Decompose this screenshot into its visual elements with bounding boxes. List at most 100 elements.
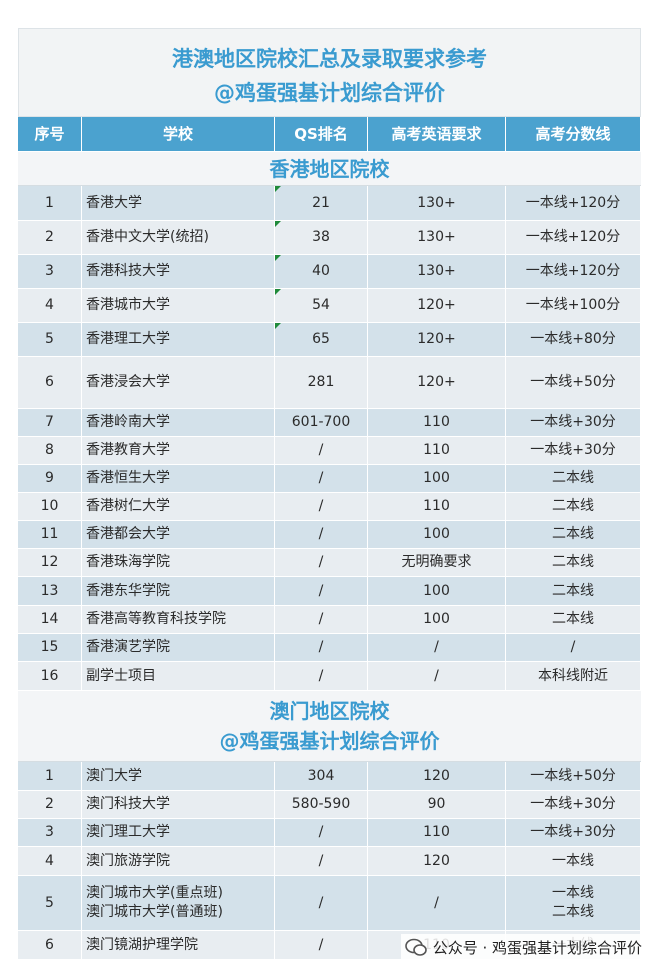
score-line-cell: 二本线 [506, 521, 641, 549]
score-line-cell: 一本线+80分 [506, 323, 641, 357]
english-req-cell: 130+ [368, 221, 506, 255]
school: 澳门城市大学(普通班) [86, 904, 223, 920]
qs-rank-cell: / [275, 577, 368, 606]
school: 香港教育大学 [86, 442, 170, 458]
english-req: 120+ [417, 374, 456, 390]
school-cell: 香港大学 [82, 186, 275, 221]
qs-rank: / [318, 470, 324, 486]
index-cell: 16 [18, 662, 82, 691]
english-req: 130+ [417, 194, 456, 211]
qs-rank: / [318, 554, 324, 570]
score-line-cell: 一本线+30分 [506, 791, 641, 819]
comment-marker [275, 255, 281, 261]
english-req: 120 [423, 852, 450, 869]
header-cell: 高考分数线 [506, 117, 641, 152]
score-line: 一本线+50分 [530, 767, 616, 784]
wechat-icon [404, 938, 427, 956]
index-cell: 1 [18, 762, 82, 791]
score-line: 二本线 [552, 554, 594, 570]
index-cell: 4 [18, 289, 82, 323]
school: 香港城市大学 [86, 297, 170, 313]
qs-rank-cell: 40 [275, 255, 368, 289]
school-cell: 澳门旅游学院 [82, 847, 275, 876]
english-req-cell: / [368, 662, 506, 691]
english-req: 130+ [417, 263, 456, 279]
index-cell: 4 [18, 847, 82, 876]
school-cell: 香港高等教育科技学院 [82, 606, 275, 634]
english-req-cell: 130+ [368, 255, 506, 289]
qs-rank-cell: / [275, 606, 368, 634]
score-line-cell: 二本线 [506, 465, 641, 493]
english-req: 110 [423, 824, 450, 840]
qs-rank-cell: / [275, 847, 368, 876]
school-cell: 副学士项目 [82, 662, 275, 691]
qs-rank: / [318, 852, 324, 869]
qs-rank: 580-590 [291, 796, 351, 812]
english-req-cell: / [368, 634, 506, 662]
header-text: QS排名 [294, 124, 348, 143]
index-cell: 5 [18, 323, 82, 357]
english-req: 100 [423, 611, 450, 627]
qs-rank-cell: / [275, 819, 368, 847]
index: 8 [45, 442, 54, 458]
index: 1 [45, 767, 54, 784]
score-line: 一本线+120分 [525, 229, 621, 245]
qs-rank-cell: 601-700 [275, 409, 368, 437]
school-cell: 香港树仁大学 [82, 493, 275, 521]
school-cell: 香港都会大学 [82, 521, 275, 549]
index: 13 [40, 582, 59, 599]
score-line-cell: 一本线+50分 [506, 762, 641, 791]
school: 香港珠海学院 [86, 554, 170, 570]
school-cell: 香港理工大学 [82, 323, 275, 357]
school: 香港树仁大学 [86, 498, 170, 514]
english-req-cell: 110 [368, 493, 506, 521]
watermark-text: 公众号 · 鸡蛋强基计划综合评价 [432, 938, 642, 957]
score-line: 一本线+120分 [525, 263, 621, 279]
school-cell: 香港浸会大学 [82, 357, 275, 409]
index: 6 [45, 936, 54, 953]
qs-rank-cell: 304 [275, 762, 368, 791]
index-cell: 9 [18, 465, 82, 493]
section-title: @鸡蛋强基计划综合评价 [219, 729, 440, 753]
section-header: 香港地区院校 [18, 152, 641, 186]
qs-rank: / [318, 639, 324, 655]
english-req-cell: 110 [368, 819, 506, 847]
qs-rank-cell: 21 [275, 186, 368, 221]
english-req: 110 [423, 414, 450, 430]
school: 澳门大学 [86, 767, 142, 784]
qs-rank-cell: 54 [275, 289, 368, 323]
school-cell: 香港东华学院 [82, 577, 275, 606]
score-line-cell: 一本线+120分 [506, 255, 641, 289]
school: 澳门科技大学 [86, 796, 170, 812]
watermark: 公众号 · 鸡蛋强基计划综合评价 [400, 934, 646, 960]
score-line: 二本线 [552, 470, 594, 486]
score-line: 二本线 [552, 526, 594, 542]
index-cell: 8 [18, 437, 82, 465]
english-req-cell: 无明确要求 [368, 549, 506, 577]
score-line: 二本线 [552, 904, 594, 920]
header-text: 高考分数线 [535, 124, 611, 143]
score-line-cell: 一本线+50分 [506, 357, 641, 409]
qs-rank: 38 [312, 229, 330, 245]
score-line-cell: 一本线+30分 [506, 819, 641, 847]
header-cell: 学校 [82, 117, 275, 152]
index: 1 [45, 194, 54, 211]
school: 香港浸会大学 [86, 374, 170, 390]
subtitle: @鸡蛋强基计划综合评价 [214, 81, 445, 105]
school-cell: 香港恒生大学 [82, 465, 275, 493]
qs-rank: 40 [312, 263, 330, 279]
index-cell: 12 [18, 549, 82, 577]
english-req-cell: 100 [368, 465, 506, 493]
score-line-cell: 一本线+120分 [506, 186, 641, 221]
school: 香港中文大学(统招) [86, 229, 209, 245]
index: 15 [40, 639, 59, 655]
school-cell: 香港岭南大学 [82, 409, 275, 437]
english-req: / [434, 639, 439, 655]
english-req-cell: 100 [368, 521, 506, 549]
qs-rank: / [318, 894, 324, 911]
qs-rank-cell: / [275, 493, 368, 521]
english-req: / [434, 667, 439, 684]
school: 副学士项目 [86, 667, 156, 684]
qs-rank-cell: 65 [275, 323, 368, 357]
index: 5 [45, 331, 54, 347]
